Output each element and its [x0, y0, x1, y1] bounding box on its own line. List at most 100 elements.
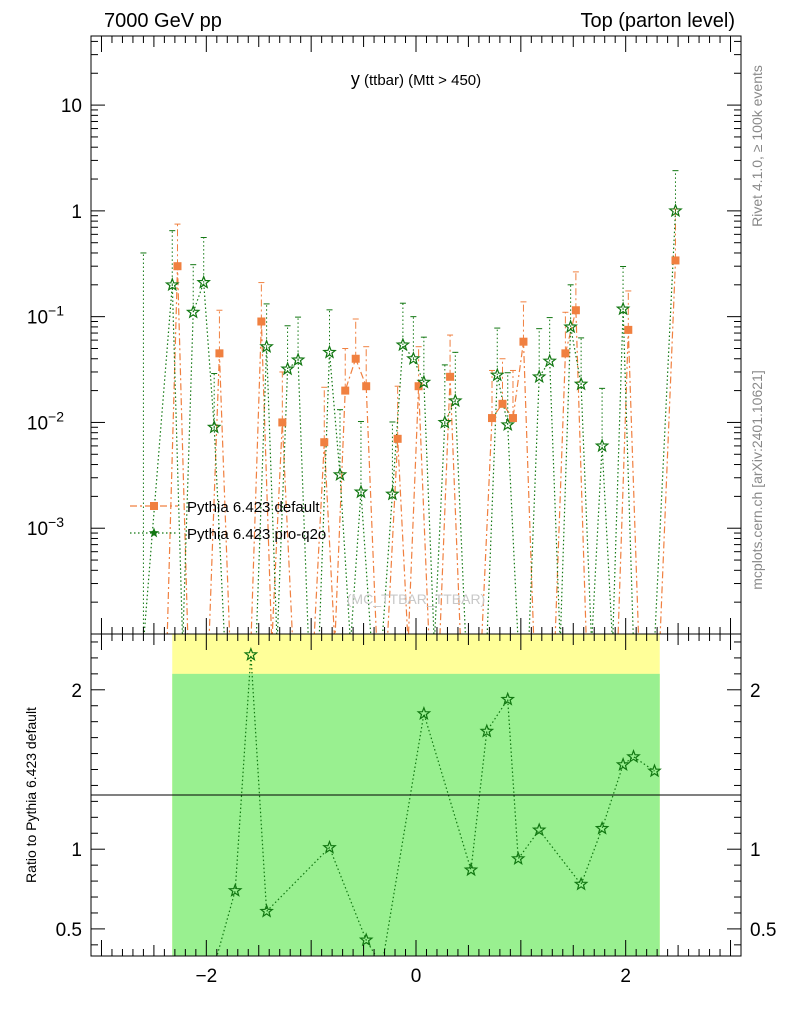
plot-title: y (ttbar) (Mtt > 450)	[351, 69, 481, 89]
data-point-star	[185, 304, 201, 319]
ratio-point-star	[626, 748, 641, 763]
data-point-square	[508, 414, 517, 423]
data-point-square	[341, 386, 350, 395]
ratio-series-markers	[227, 646, 662, 947]
main-axis-ticks	[91, 36, 741, 956]
ratio-axis-ticks	[91, 641, 741, 946]
data-point-square	[393, 434, 402, 443]
ratio-point-star	[573, 876, 589, 891]
ratio-point-star	[647, 763, 662, 778]
data-point-star	[531, 369, 547, 384]
legend-proq2o-marker	[148, 527, 160, 538]
data-point-square	[320, 438, 329, 447]
data-point-star	[437, 414, 453, 429]
ratio-y-tick-label-right: 0.5	[750, 920, 776, 941]
ratio-point-star	[358, 932, 374, 947]
x-tick-labels: −2 0 2	[195, 966, 630, 987]
y-tick-label: 10−1	[27, 303, 64, 329]
data-point-star	[395, 337, 411, 352]
main-y-tick-labels: 10 1 10−1 10−2 10−3	[27, 96, 82, 540]
y-tick-label: 10−2	[27, 408, 64, 434]
ratio-point-star	[259, 903, 274, 918]
data-point-star	[332, 467, 348, 481]
ratio-point-star	[416, 705, 432, 721]
data-point-square	[671, 256, 680, 265]
plot-title-rest: (ttbar) (Mtt > 450)	[360, 72, 481, 89]
ratio-point-star	[510, 851, 526, 865]
data-point-star	[385, 486, 400, 501]
data-point-star	[615, 301, 631, 316]
ratio-point-star	[463, 862, 479, 877]
data-point-star	[164, 277, 180, 292]
data-point-star	[542, 353, 558, 368]
plot-title-main: y	[351, 69, 360, 89]
data-point-square	[519, 337, 528, 346]
x-tick-label: 2	[620, 966, 631, 987]
ratio-point-star	[531, 822, 547, 837]
data-point-star	[259, 338, 274, 354]
main-plot-frame	[90, 35, 742, 635]
data-point-square	[488, 414, 497, 423]
ratio-band-inner	[172, 673, 660, 956]
data-point-star	[668, 203, 683, 218]
ratio-y-tick-labels: 0.5 0.5 1 1 2 2	[56, 681, 777, 941]
ratio-y-tick-label-left: 1	[71, 840, 82, 861]
data-point-star	[290, 352, 306, 367]
data-point-square	[257, 317, 266, 326]
data-point-star	[280, 361, 295, 376]
ratio-point-star	[243, 646, 259, 662]
ratio-point-star	[594, 820, 610, 835]
main-series-lines	[140, 170, 679, 634]
ratio-series-lines	[216, 654, 655, 956]
data-point-star	[594, 438, 610, 453]
y-tick-label: 10−3	[27, 514, 64, 540]
legend-default-marker	[150, 502, 158, 510]
main-series-markers	[163, 203, 683, 648]
data-point-square	[571, 306, 580, 315]
data-point-square	[362, 382, 371, 391]
series-line-1	[143, 210, 677, 634]
data-point-square	[163, 640, 171, 648]
ratio-point-star	[615, 756, 631, 772]
data-point-square	[414, 382, 423, 391]
watermark: (MC_TTBAR_TTBAR)	[347, 591, 485, 607]
legend-proq2o-label: Pythia 6.423 pro-q2o	[187, 526, 326, 543]
ratio-point-star	[227, 882, 243, 897]
ratio-y-tick-label-right: 1	[750, 840, 761, 861]
y-tick-label: 10	[61, 96, 82, 117]
data-point-star	[500, 417, 516, 431]
data-point-star	[447, 393, 463, 408]
ratio-y-tick-label-left: 0.5	[56, 920, 82, 941]
data-point-star	[206, 419, 222, 434]
ratio-y-axis-label: Ratio to Pythia 6.423 default	[23, 707, 39, 883]
data-point-square	[624, 325, 633, 334]
data-point-square	[351, 354, 360, 363]
legend-default-label: Pythia 6.423 default	[187, 499, 320, 516]
data-point-star	[573, 376, 589, 391]
ratio-y-tick-label-left: 2	[71, 681, 82, 702]
data-point-square	[561, 349, 570, 358]
mcplots-label: mcplots.cern.ch [arXiv:2401.10621]	[749, 370, 765, 589]
data-point-star	[489, 367, 505, 382]
data-point-star	[353, 484, 369, 499]
rivet-label: Rivet 4.1.0, ≥ 100k events	[749, 65, 765, 227]
data-point-square	[446, 372, 455, 381]
header-right: Top (parton level)	[580, 10, 735, 32]
x-tick-label: 0	[411, 966, 422, 987]
ratio-point-star	[322, 839, 337, 854]
y-tick-label: 1	[71, 202, 82, 223]
ratio-point-star	[479, 723, 495, 738]
ratio-point-star	[500, 691, 516, 706]
data-point-square	[173, 262, 182, 271]
ratio-y-tick-label-right: 2	[750, 681, 761, 702]
data-point-star	[563, 319, 578, 334]
data-point-star	[196, 274, 211, 289]
data-point-square	[498, 399, 507, 408]
header-left: 7000 GeV pp	[104, 10, 222, 32]
x-tick-label: −2	[195, 966, 217, 987]
data-point-square	[215, 349, 224, 358]
ratio-series-line-0	[216, 654, 655, 956]
series-line-0	[166, 260, 677, 634]
data-point-star	[406, 351, 421, 365]
